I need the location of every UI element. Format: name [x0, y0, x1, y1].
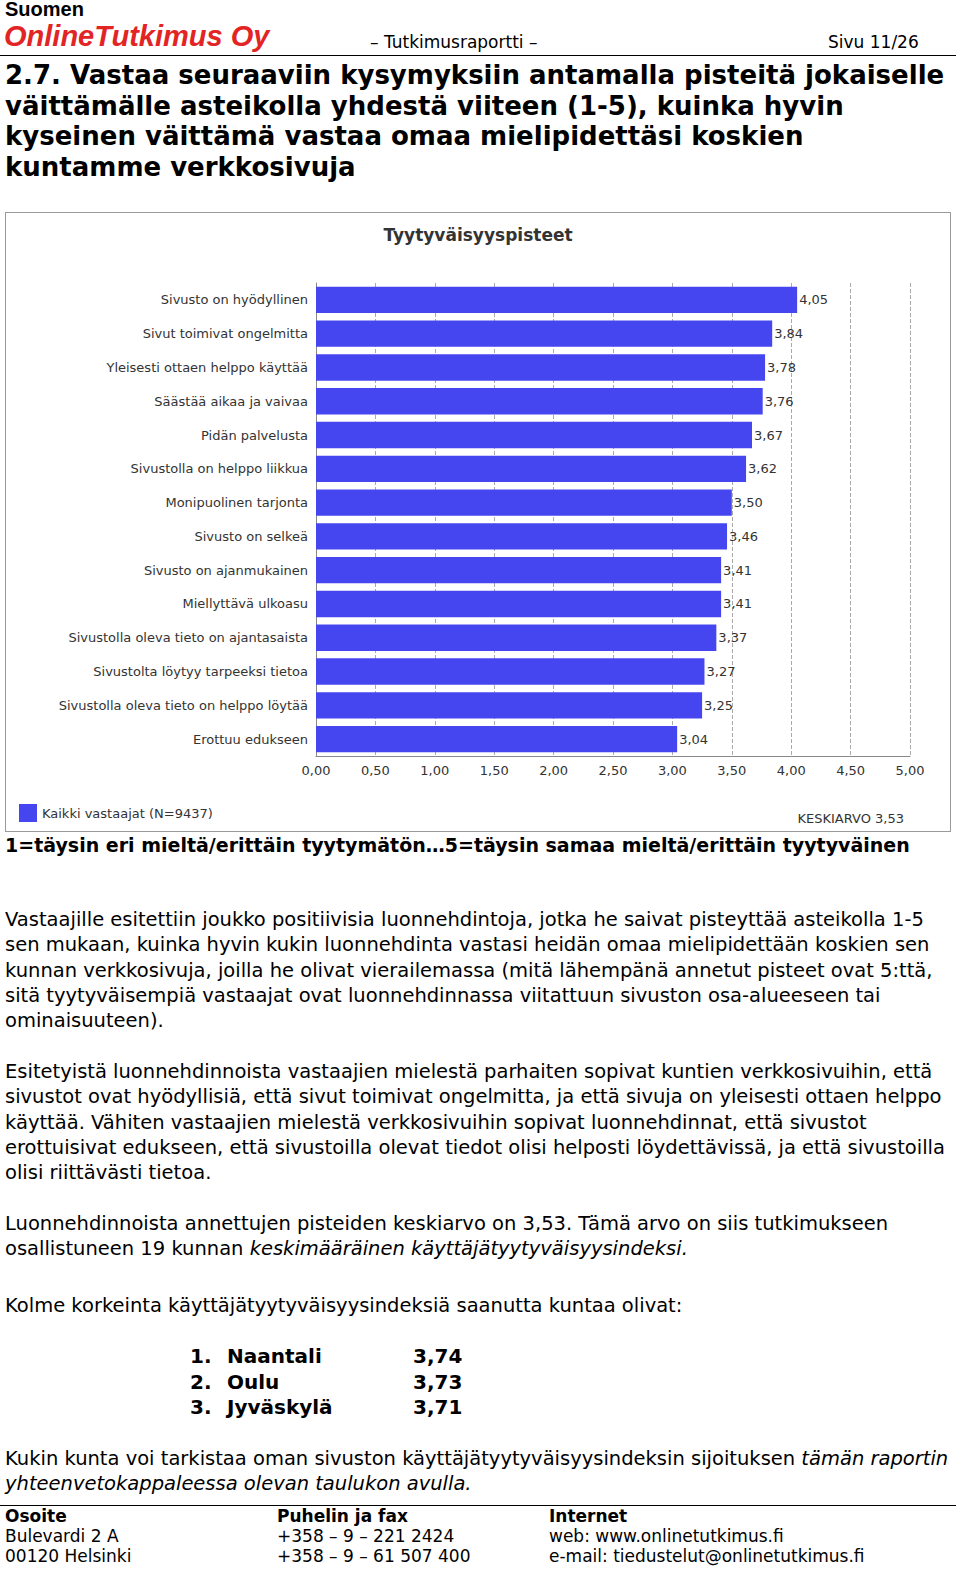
svg-text:3,50: 3,50	[734, 495, 763, 510]
svg-text:KESKIARVO 3,53: KESKIARVO 3,53	[797, 811, 904, 826]
svg-text:5,00: 5,00	[896, 763, 925, 778]
html-text:Internet: Internet	[549, 1506, 628, 1526]
svg-text:3,00: 3,00	[658, 763, 687, 778]
html-text:Osoite: Osoite	[5, 1506, 67, 1526]
html-text:Sivu 11/26: Sivu 11/26	[828, 32, 919, 52]
html-text:00120 Helsinki: 00120 Helsinki	[5, 1546, 132, 1566]
svg-text:Sivustolta löytyy tarpeeksi ti: Sivustolta löytyy tarpeeksi tietoa	[93, 664, 308, 679]
svg-text:Sivustolla oleva tieto on help: Sivustolla oleva tieto on helppo löytää	[59, 698, 308, 713]
svg-text:4,05: 4,05	[799, 292, 828, 307]
svg-text:0,00: 0,00	[302, 763, 331, 778]
svg-text:3,25: 3,25	[704, 698, 733, 713]
svg-text:Sivusto on ajanmukainen: Sivusto on ajanmukainen	[144, 563, 308, 578]
html-text:Bulevardi 2 A: Bulevardi 2 A	[5, 1526, 119, 1546]
svg-text:0,50: 0,50	[361, 763, 390, 778]
svg-text:Sivustolla on helppo liikkua: Sivustolla on helppo liikkua	[131, 461, 308, 476]
svg-text:3,84: 3,84	[774, 326, 803, 341]
svg-text:4,00: 4,00	[777, 763, 806, 778]
svg-text:3,78: 3,78	[767, 360, 796, 375]
svg-text:3,41: 3,41	[723, 596, 752, 611]
html-text:Puhelin ja fax: Puhelin ja fax	[277, 1506, 408, 1526]
svg-text:4,50: 4,50	[836, 763, 865, 778]
svg-text:Sivustolla oleva tieto on ajan: Sivustolla oleva tieto on ajantasaista	[68, 630, 308, 645]
svg-text:Sivut toimivat ongelmitta: Sivut toimivat ongelmitta	[143, 326, 308, 341]
svg-text:1,50: 1,50	[480, 763, 509, 778]
svg-text:Monipuolinen tarjonta: Monipuolinen tarjonta	[165, 495, 308, 510]
svg-text:Miellyttävä ulkoasu: Miellyttävä ulkoasu	[182, 596, 308, 611]
svg-text:2,50: 2,50	[599, 763, 628, 778]
html-text:Naantali: Naantali	[227, 1344, 322, 1368]
html-text:+358 – 9 – 221 2424: +358 – 9 – 221 2424	[277, 1526, 455, 1546]
html-text:web: www.onlinetutkimus.fi: web: www.onlinetutkimus.fi	[549, 1526, 784, 1546]
svg-text:Erottuu edukseen: Erottuu edukseen	[193, 732, 308, 747]
svg-text:Sivusto on selkeä: Sivusto on selkeä	[195, 529, 309, 544]
html-text:3,74: 3,74	[413, 1344, 463, 1368]
html-text:3,71: 3,71	[413, 1395, 463, 1419]
svg-text:2,00: 2,00	[539, 763, 568, 778]
svg-text:Sivusto on hyödyllinen: Sivusto on hyödyllinen	[161, 292, 308, 307]
html-text:Vastaajille esitettiin joukko: Vastaajille esitettiin joukko positiivis…	[5, 908, 933, 1033]
svg-text:1,00: 1,00	[420, 763, 449, 778]
html-text:– Tutkimusraportti –: – Tutkimusraportti –	[370, 32, 538, 52]
svg-text:3,41: 3,41	[723, 563, 752, 578]
html-text:Kukin kunta voi tarkistaa oman: Kukin kunta voi tarkistaa oman sivuston …	[5, 1447, 949, 1496]
svg-text:3,46: 3,46	[729, 529, 758, 544]
html-text:3.: 3.	[190, 1395, 212, 1419]
svg-text:3,67: 3,67	[754, 428, 783, 443]
svg-text:Tyytyväisyyspisteet: Tyytyväisyyspisteet	[383, 225, 572, 245]
svg-text:3,76: 3,76	[765, 394, 794, 409]
html-text:e-mail: tiedustelut@onlinetutk: e-mail: tiedustelut@onlinetutkimus.fi	[549, 1546, 865, 1566]
html-text:+358 – 9 – 61 507 400: +358 – 9 – 61 507 400	[277, 1546, 471, 1566]
svg-text:3,04: 3,04	[679, 732, 708, 747]
html-text:2.: 2.	[190, 1369, 212, 1394]
html-text:Esitetyistä luonnehdinnoista v: Esitetyistä luonnehdinnoista vastaajien …	[5, 1060, 945, 1185]
html-text:OnlineTutkimus Oy: OnlineTutkimus Oy	[4, 20, 270, 52]
svg-text:Pidän palvelusta: Pidän palvelusta	[201, 428, 308, 443]
svg-text:3,50: 3,50	[717, 763, 746, 778]
svg-text:Yleisesti ottaen helppo käyttä: Yleisesti ottaen helppo käyttää	[105, 360, 308, 375]
svg-text:3,27: 3,27	[706, 664, 735, 679]
svg-text:3,37: 3,37	[718, 630, 747, 645]
html-text:Luonnehdinnoista annettujen pi: Luonnehdinnoista annettujen pisteiden ke…	[5, 1212, 889, 1261]
svg-text:Kaikki vastaajat (N=9437): Kaikki vastaajat (N=9437)	[42, 806, 213, 821]
html-text:Kolme korkeinta käyttäjätyytyv: Kolme korkeinta käyttäjätyytyväisyysinde…	[5, 1294, 683, 1317]
html-text:1=täysin eri mieltä/erittäin t: 1=täysin eri mieltä/erittäin tyytymätön……	[5, 834, 910, 856]
svg-text:3,62: 3,62	[748, 461, 777, 476]
html-text:3,73: 3,73	[413, 1369, 463, 1394]
html-text:1.: 1.	[190, 1344, 212, 1368]
html-text:Oulu: Oulu	[227, 1369, 280, 1394]
svg-text:Säästää aikaa ja vaivaa: Säästää aikaa ja vaivaa	[154, 394, 308, 409]
html-text:2.7. Vastaa seuraaviin kysymyk: 2.7. Vastaa seuraaviin kysymyksiin antam…	[5, 60, 945, 182]
html-text:Jyväskylä: Jyväskylä	[227, 1395, 333, 1419]
